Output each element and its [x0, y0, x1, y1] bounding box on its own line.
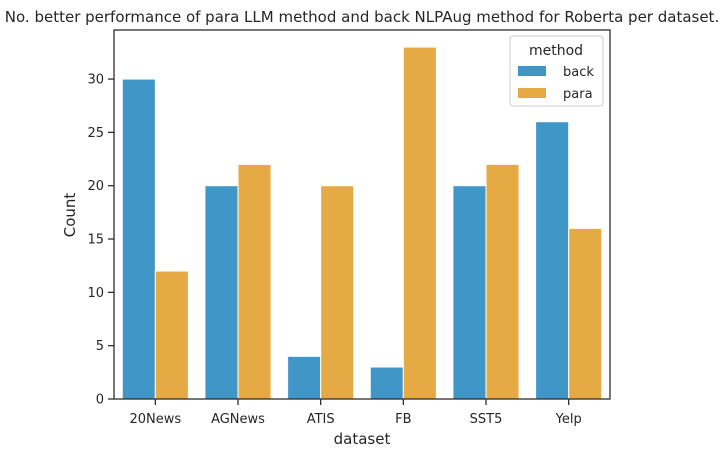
chart-title: No. better performance of para LLM metho… [5, 8, 719, 26]
bar-back-fb [369, 366, 404, 400]
y-tick-label: 30 [87, 73, 104, 88]
bars-group [121, 46, 603, 400]
x-tick-label: SST5 [470, 412, 503, 427]
legend: method back para [509, 35, 604, 107]
x-axis-label: dataset [334, 430, 391, 448]
bar-para-atis [320, 185, 355, 400]
y-axis-label: Count [61, 193, 79, 238]
y-tick-label: 5 [96, 339, 104, 354]
legend-label-para: para [563, 87, 593, 102]
y-tick-label: 15 [87, 233, 104, 248]
legend-label-back: back [563, 65, 594, 80]
bar-para-fb [402, 46, 437, 400]
x-tick-label: AGNews [211, 412, 265, 427]
legend-swatch-back [518, 66, 546, 76]
bar-back-agnews [204, 185, 239, 400]
bar-back-20news [121, 78, 156, 400]
legend-swatch-para [518, 88, 546, 98]
bar-para-20news [154, 270, 189, 400]
x-tick-label: 20News [129, 412, 181, 427]
y-tick-label: 0 [96, 393, 104, 408]
bar-back-atis [287, 355, 322, 400]
y-tick-label: 10 [87, 286, 104, 301]
y-tick-label: 20 [87, 179, 104, 194]
bar-para-sst5 [485, 163, 520, 400]
bar-para-agnews [237, 163, 272, 400]
bar-back-sst5 [452, 185, 487, 400]
plot-frame [113, 29, 611, 400]
x-tick-label: Yelp [555, 412, 582, 427]
x-axis-ticks: 20News AGNews ATIS FB SST5 Yelp [129, 399, 582, 427]
y-axis-ticks: 0 5 10 15 20 25 30 [87, 73, 114, 408]
x-tick-label: ATIS [307, 412, 335, 427]
bar-para-yelp [568, 227, 603, 400]
x-tick-label: FB [395, 412, 411, 427]
legend-title: method [529, 43, 583, 59]
bar-back-yelp [535, 121, 570, 400]
y-tick-label: 25 [87, 126, 104, 141]
